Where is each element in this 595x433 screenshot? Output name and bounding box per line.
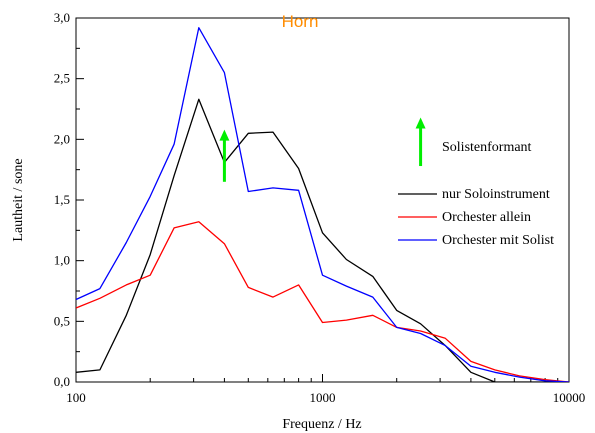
y-tick-label: 0,5 <box>54 313 70 328</box>
chart-title: Horn <box>282 12 319 31</box>
x-tick-label: 10000 <box>553 390 586 405</box>
arrow-head <box>219 129 230 141</box>
legend: nur Soloinstrument Orchester allein Orch… <box>398 187 554 248</box>
legend-label-nur-soloinstrument: nur Soloinstrument <box>442 187 550 202</box>
y-tick-label: 2,5 <box>54 71 70 86</box>
series-lines <box>76 27 569 382</box>
y-tick-label: 2,0 <box>54 131 70 146</box>
x-tick-label: 1000 <box>310 390 336 405</box>
y-axis-label: Lautheit / sone <box>11 158 26 241</box>
y-axis: 0,0 0,5 1,0 1,5 2,0 2,5 3,0 <box>54 10 84 389</box>
legend-label-orchester-allein: Orchester allein <box>442 210 531 225</box>
arrow-head <box>415 117 426 129</box>
series-line-orchester-allein <box>76 221 569 382</box>
formant-arrows <box>219 117 426 182</box>
x-axis: 100 1000 10000 <box>66 374 585 405</box>
x-axis-label: Frequenz / Hz <box>282 417 361 432</box>
series-line-nur-soloinstrument <box>76 98 569 382</box>
y-tick-label: 1,5 <box>54 192 70 207</box>
y-tick-label: 0,0 <box>54 374 70 389</box>
legend-label-orchester-mit-solist: Orchester mit Solist <box>442 233 554 248</box>
series-line-orchester-mit-solist <box>76 27 569 382</box>
x-tick-label: 100 <box>66 390 86 405</box>
y-tick-label: 3,0 <box>54 10 70 25</box>
y-tick-label: 1,0 <box>54 253 70 268</box>
annotation-solistenformant: Solistenformant <box>442 140 532 155</box>
